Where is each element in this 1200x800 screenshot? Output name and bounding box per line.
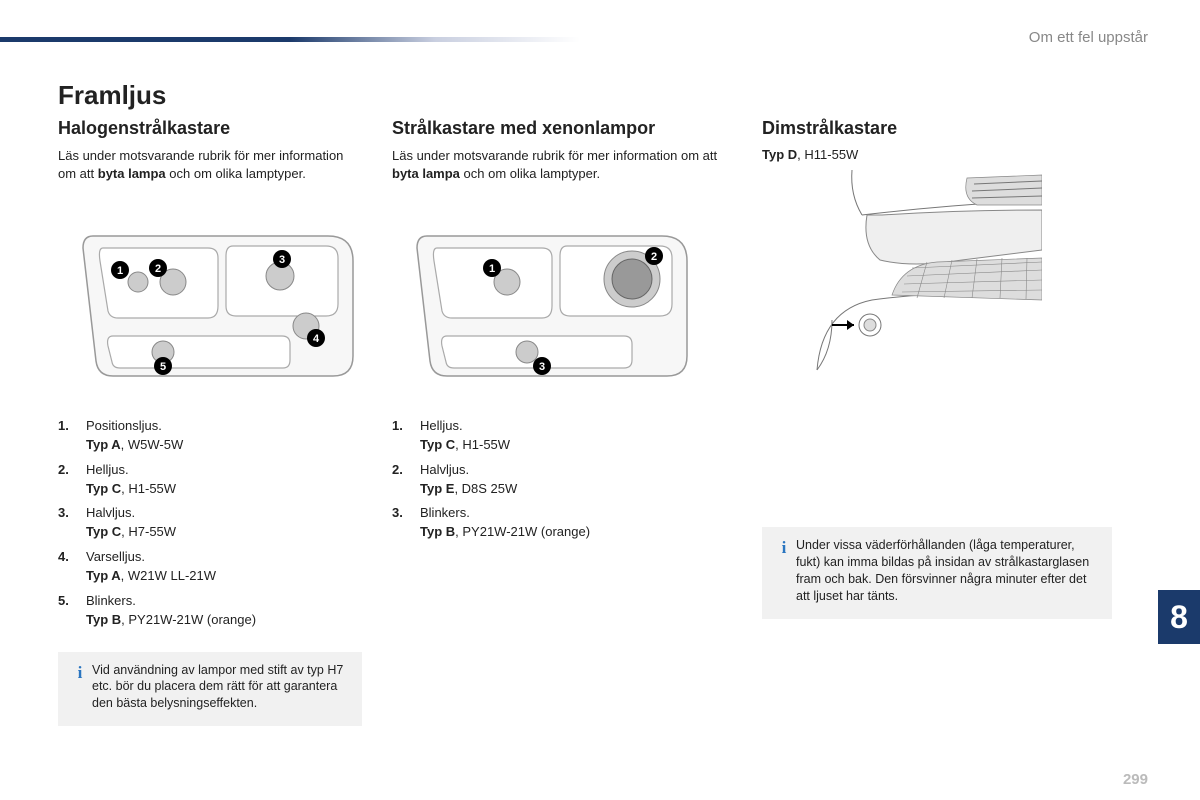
info-text: Vid användning av lampor med stift av ty… xyxy=(92,662,348,713)
halogen-title: Halogenstrålkastare xyxy=(58,118,362,139)
list-item: 1.Helljus.Typ C, H1-55W xyxy=(392,417,732,455)
svg-text:2: 2 xyxy=(155,263,161,275)
halogen-headlight-diagram: 1 2 3 4 5 xyxy=(58,206,368,396)
column-fog: Dimstrålkastare Typ D, H11-55W xyxy=(750,118,1130,726)
xenon-headlight-diagram: 1 2 3 xyxy=(392,206,702,396)
list-item: 3.Halvljus.Typ C, H7-55W xyxy=(58,504,362,542)
page-header: Om ett fel uppstår xyxy=(0,27,1200,47)
list-item: 3.Blinkers.Typ B, PY21W-21W (orange) xyxy=(392,504,732,542)
xenon-intro: Läs under motsvarande rubrik för mer inf… xyxy=(392,147,732,182)
halogen-info-box: i Vid användning av lampor med stift av … xyxy=(58,652,362,727)
page-title: Framljus xyxy=(58,80,166,111)
list-item: 4.Varselljus.Typ A, W21W LL-21W xyxy=(58,548,362,586)
svg-text:1: 1 xyxy=(489,263,495,275)
xenon-spec-list: 1.Helljus.Typ C, H1-55W 2.Halvljus.Typ E… xyxy=(392,417,732,542)
xenon-title: Strålkastare med xenonlampor xyxy=(392,118,732,139)
info-text: Under vissa väderförhållanden (låga temp… xyxy=(796,537,1098,605)
svg-text:4: 4 xyxy=(313,333,320,345)
chapter-tab: 8 xyxy=(1158,590,1200,644)
list-item: 1.Positionsljus.Typ A, W5W-5W xyxy=(58,417,362,455)
svg-text:3: 3 xyxy=(539,361,545,373)
info-icon: i xyxy=(68,662,92,713)
fog-bumper-diagram xyxy=(762,160,1042,380)
list-item: 5.Blinkers.Typ B, PY21W-21W (orange) xyxy=(58,592,362,630)
column-xenon: Strålkastare med xenonlampor Läs under m… xyxy=(380,118,750,726)
list-item: 2.Helljus.Typ C, H1-55W xyxy=(58,461,362,499)
column-halogen: Halogenstrålkastare Läs under motsvarand… xyxy=(0,118,380,726)
fog-title: Dimstrålkastare xyxy=(762,118,1112,139)
header-gradient-bar xyxy=(0,37,580,42)
halogen-intro: Läs under motsvarande rubrik för mer inf… xyxy=(58,147,362,182)
svg-text:2: 2 xyxy=(651,251,657,263)
svg-text:3: 3 xyxy=(279,254,285,266)
halogen-spec-list: 1.Positionsljus.Typ A, W5W-5W 2.Helljus.… xyxy=(58,417,362,629)
page-number: 299 xyxy=(1123,771,1148,788)
list-item: 2.Halvljus.Typ E, D8S 25W xyxy=(392,461,732,499)
info-icon: i xyxy=(772,537,796,605)
svg-text:5: 5 xyxy=(160,361,166,373)
section-title: Om ett fel uppstår xyxy=(1029,29,1148,46)
fog-info-box: i Under vissa väderförhållanden (låga te… xyxy=(762,527,1112,619)
svg-text:1: 1 xyxy=(117,265,123,277)
content-columns: Halogenstrålkastare Läs under motsvarand… xyxy=(0,118,1200,726)
